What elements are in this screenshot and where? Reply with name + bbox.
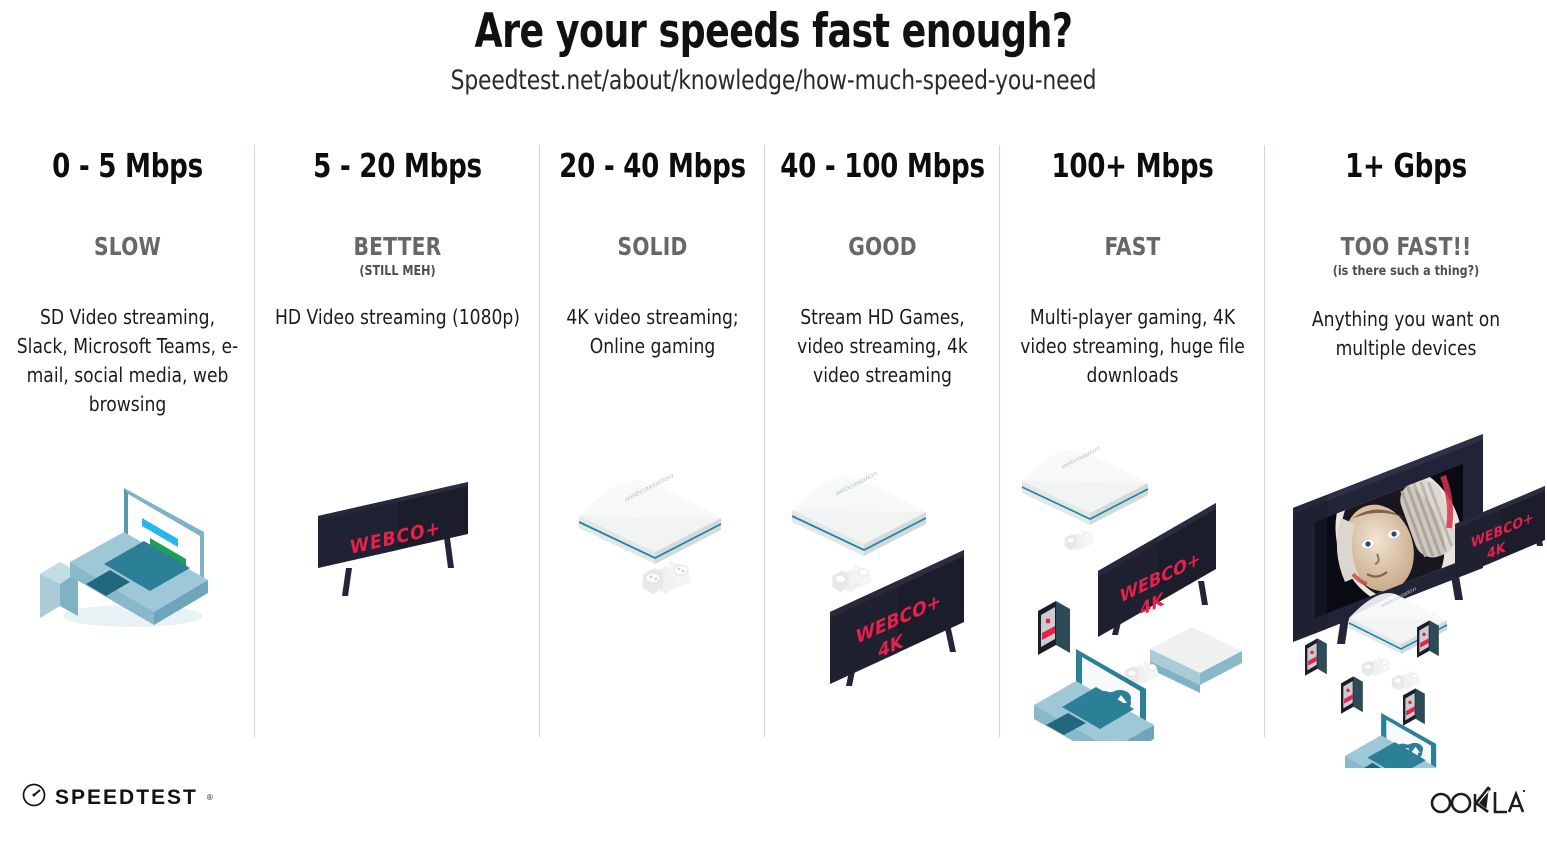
speed-tier-column-5: 100+ Mbps FAST Multi-player gaming, 4K v… bbox=[1000, 132, 1265, 752]
speed-tier-column-1: 0 - 5 Mbps SLOW SD Video streaming, Slac… bbox=[0, 132, 255, 752]
speed-description: Anything you want on multiple devices bbox=[1311, 307, 1501, 361]
column-divider bbox=[764, 145, 765, 737]
gamepad-icon bbox=[1064, 529, 1095, 551]
speed-rating-label: TOO FAST!! bbox=[1340, 232, 1472, 261]
speed-tier-column-4: 40 - 100 Mbps GOOD Stream HD Games, vide… bbox=[765, 132, 1000, 752]
speed-rating-label: SOLID bbox=[617, 232, 688, 261]
phone-icon bbox=[1417, 620, 1439, 658]
speed-description: SD Video streaming, Slack, Microsoft Tea… bbox=[16, 305, 239, 417]
game-console-2-icon bbox=[1149, 627, 1242, 693]
infographic-header: Are your speeds fast enough? Speedtest.n… bbox=[0, 0, 1547, 96]
speedtest-logo: SPEEDTEST ® bbox=[22, 783, 213, 812]
phone-icon bbox=[1341, 676, 1363, 714]
laptop-cloud-icon bbox=[1345, 712, 1438, 768]
laptop-cloud-icon bbox=[1033, 649, 1154, 741]
speed-range-label: 20 - 40 Mbps bbox=[559, 146, 746, 185]
column-divider bbox=[1264, 145, 1265, 737]
speed-tier-column-6: 1+ Gbps TOO FAST!! (is there such a thin… bbox=[1265, 132, 1547, 768]
device-illustration-6: WEBCO+ 4K webcostation bbox=[1265, 368, 1547, 768]
tv-4k-icon: WEBCO+ 4K bbox=[829, 550, 964, 686]
speed-range-label: 5 - 20 Mbps bbox=[313, 146, 482, 185]
speed-range-label: 40 - 100 Mbps bbox=[780, 146, 985, 185]
phone-icon bbox=[1403, 688, 1425, 726]
ookla-logo bbox=[1427, 783, 1526, 824]
speed-rating-sublabel: (is there such a thing?) bbox=[1332, 263, 1480, 279]
device-illustration-3: webcostation bbox=[540, 466, 765, 616]
speed-tier-column-2: 5 - 20 Mbps BETTER (STILL MEH) HD Video … bbox=[255, 132, 540, 752]
speed-range-label: 0 - 5 Mbps bbox=[52, 146, 203, 185]
speed-rating-label: FAST bbox=[1104, 232, 1161, 261]
speed-description: HD Video streaming (1080p) bbox=[275, 305, 520, 329]
speed-description: Stream HD Games, video streaming, 4k vid… bbox=[797, 305, 968, 388]
speed-rating-sublabel: (STILL MEH) bbox=[359, 263, 436, 279]
page-subtitle-url: Speedtest.net/about/knowledge/how-much-s… bbox=[450, 64, 1097, 96]
column-divider bbox=[539, 145, 540, 737]
speed-description: Multi-player gaming, 4K video streaming,… bbox=[1020, 305, 1245, 388]
speedtest-trademark: ® bbox=[206, 793, 213, 802]
infographic-footer: SPEEDTEST ® bbox=[0, 753, 1547, 843]
speed-tier-column-3: 20 - 40 Mbps SOLID 4K video streaming; O… bbox=[540, 132, 765, 752]
game-console-icon: webcostation bbox=[791, 469, 926, 556]
device-illustration-5: webcostation bbox=[1000, 441, 1265, 741]
tv-4k-icon: WEBCO+ 4K bbox=[1097, 503, 1216, 637]
gamepad-icon bbox=[1391, 670, 1421, 691]
speed-range-label: 100+ Mbps bbox=[1051, 146, 1214, 185]
device-illustration-1 bbox=[0, 466, 255, 627]
device-illustration-4: webcostation bbox=[765, 464, 1000, 724]
speed-rating-label: SLOW bbox=[94, 232, 161, 261]
game-console-icon: webcostation bbox=[578, 471, 721, 564]
phone-icon bbox=[1305, 638, 1327, 676]
speed-description: 4K video streaming; Online gaming bbox=[566, 305, 739, 359]
column-divider bbox=[254, 145, 255, 737]
gamepad-icon bbox=[642, 560, 691, 594]
speedtest-gauge-icon bbox=[22, 783, 46, 812]
tv-astronaut-icon bbox=[1293, 434, 1483, 644]
page-title: Are your speeds fast enough? bbox=[474, 4, 1074, 59]
gamepad-icon bbox=[1361, 656, 1391, 677]
gamepad-icon bbox=[831, 564, 872, 593]
speed-tier-columns: 0 - 5 Mbps SLOW SD Video streaming, Slac… bbox=[0, 132, 1547, 768]
game-console-icon: webcostation bbox=[1021, 445, 1148, 525]
speed-rating-label: BETTER bbox=[353, 232, 442, 261]
device-illustration-2: WEBCO+ bbox=[255, 476, 540, 616]
speedtest-wordmark: SPEEDTEST bbox=[55, 785, 198, 809]
speed-range-label: 1+ Gbps bbox=[1345, 146, 1467, 185]
column-divider bbox=[999, 145, 1000, 737]
speed-rating-label: GOOD bbox=[848, 232, 917, 261]
phone-icon bbox=[1037, 601, 1070, 655]
tv-4k-icon: WEBCO+ 4K bbox=[1455, 486, 1545, 578]
